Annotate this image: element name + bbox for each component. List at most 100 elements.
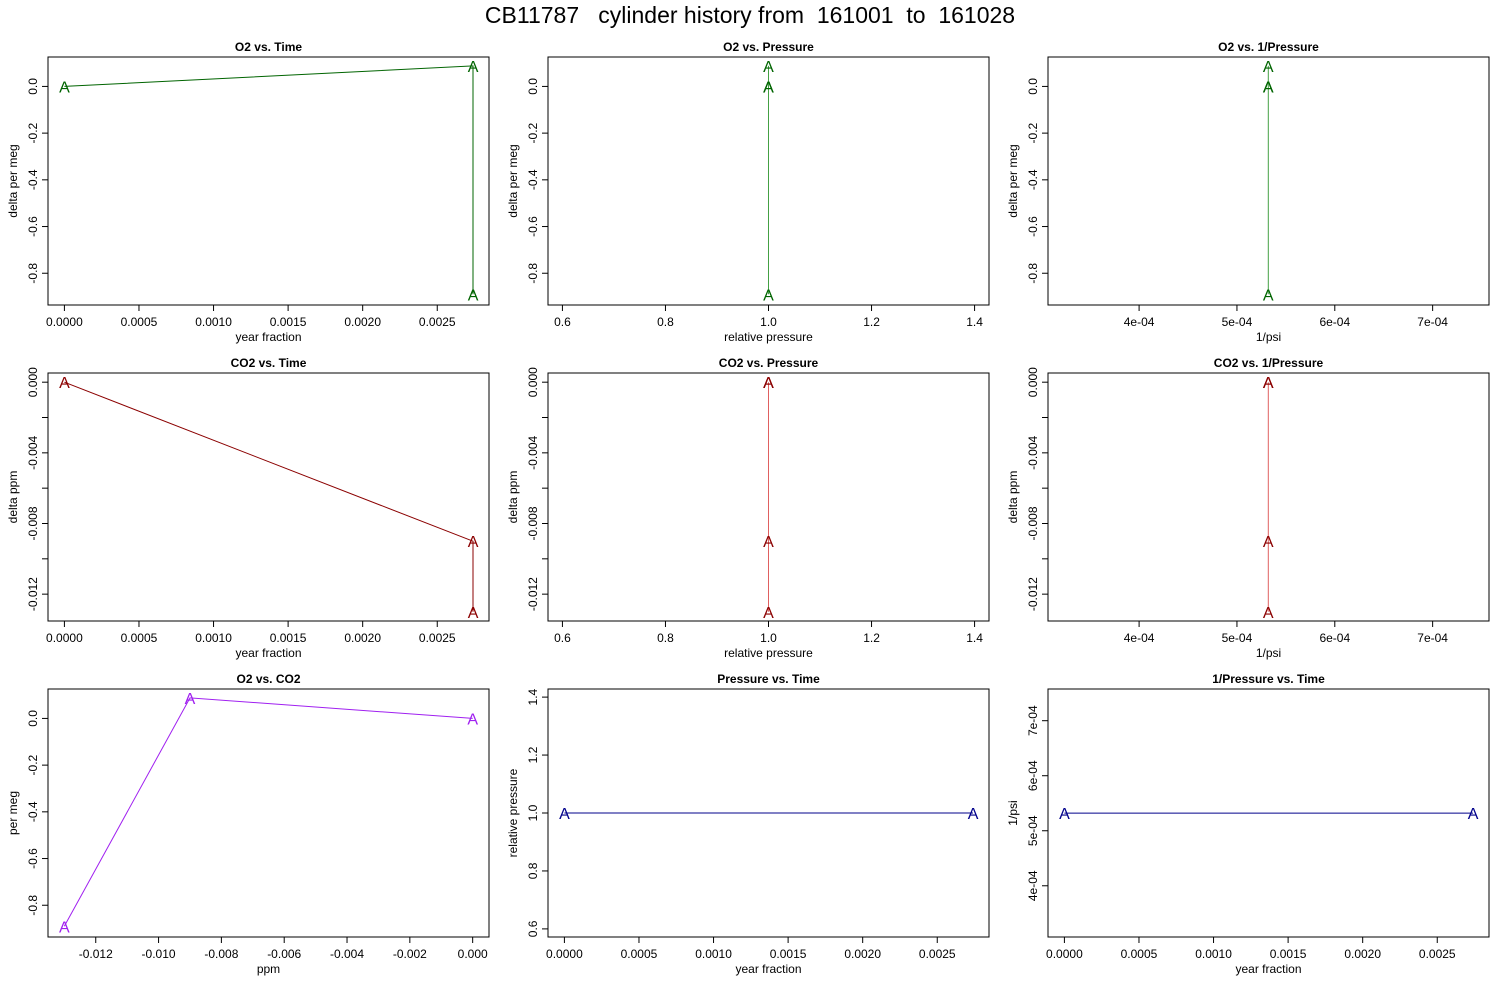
x-tick-label: 1.0	[760, 315, 777, 329]
data-point-marker: A	[763, 534, 774, 551]
y-tick-label: -0.008	[26, 506, 40, 540]
x-tick-label: 5e-04	[1222, 315, 1253, 329]
chart-title: O2 vs. Time	[235, 40, 302, 54]
x-tick-label: -0.008	[204, 947, 238, 961]
y-tick-label: -0.8	[1026, 263, 1040, 284]
chart-title: O2 vs. CO2	[236, 672, 300, 686]
data-point-marker: A	[59, 375, 70, 392]
data-point-marker: A	[968, 806, 979, 823]
series-line	[64, 381, 474, 612]
panel-5: CO2 vs. Pressure 0.6 0.8 1.0 1.2 1.4 relative …	[506, 356, 990, 660]
page-title: CB11787 cylinder history from 161001 to …	[484, 2, 1016, 28]
data-point-marker: A	[763, 79, 774, 96]
x-tick-label: 0.0025	[1419, 947, 1456, 961]
y-tick-label: -0.008	[526, 506, 540, 540]
y-tick-label: -0.8	[26, 263, 40, 284]
y-tick-label: -0.6	[1026, 216, 1040, 237]
x-tick-label: 0.0015	[770, 947, 807, 961]
data-point-marker: A	[1263, 287, 1274, 304]
x-axis-label: relative pressure	[724, 646, 813, 660]
y-tick-label: 1.2	[526, 746, 540, 763]
x-tick-label: 0.0020	[844, 947, 881, 961]
x-tick-label: 7e-04	[1417, 315, 1448, 329]
x-tick-label: -0.006	[267, 947, 301, 961]
x-tick-label: 7e-04	[1417, 631, 1448, 645]
chart-title: 1/Pressure vs. Time	[1212, 672, 1325, 686]
panel-2: O2 vs. Pressure 0.6 0.8 1.0 1.2 1.4 relative p…	[506, 40, 990, 344]
y-tick-label: 0.000	[526, 367, 540, 397]
y-tick-label: -0.6	[26, 216, 40, 237]
data-point-marker: A	[1263, 375, 1274, 392]
x-tick-label: 0.0000	[546, 947, 583, 961]
y-axis-label: delta ppm	[6, 471, 20, 524]
x-axis-label: year fraction	[735, 962, 801, 976]
x-tick-label: 0.0005	[121, 315, 158, 329]
x-axis-label: ppm	[257, 962, 280, 976]
panel-3: O2 vs. 1/Pressure 4e-04 5e-04 6e-04 7e-04 1/p…	[1006, 40, 1490, 344]
y-tick-label: -0.012	[526, 577, 540, 611]
y-tick-label: -0.4	[26, 169, 40, 190]
plot-frame	[1047, 56, 1490, 306]
y-axis-label: delta ppm	[506, 471, 520, 524]
x-tick-label: 0.0010	[195, 315, 232, 329]
panel-1: O2 vs. Time 0.0000 0.0005 0.0010 0.0015 0.002…	[6, 40, 490, 344]
chart-title: CO2 vs. Time	[231, 356, 307, 370]
x-tick-label: 4e-04	[1124, 315, 1155, 329]
data-point-marker: A	[763, 79, 774, 96]
x-tick-label: 0.0020	[1344, 947, 1381, 961]
x-tick-label: 0.0005	[621, 947, 658, 961]
x-tick-label: 0.0005	[1121, 947, 1158, 961]
y-tick-label: -0.6	[26, 848, 40, 869]
chart-title: Pressure vs. Time	[717, 672, 820, 686]
y-tick-label: 0.0	[1026, 78, 1040, 95]
data-point-marker: A	[1263, 605, 1274, 622]
y-tick-label: -0.6	[526, 216, 540, 237]
y-axis-label: delta per meg	[506, 144, 520, 217]
data-point-marker: A	[1263, 375, 1274, 392]
y-axis-label: delta per meg	[1006, 144, 1020, 217]
panel-4: CO2 vs. Time 0.0000 0.0005 0.0010 0.0015 0.00…	[6, 356, 490, 660]
y-tick-label: 5e-04	[1026, 815, 1040, 846]
y-tick-label: -0.004	[526, 436, 540, 470]
y-tick-label: 0.8	[526, 862, 540, 879]
x-tick-label: 0.0020	[344, 315, 381, 329]
x-tick-label: 6e-04	[1319, 315, 1350, 329]
y-tick-label: -0.012	[1026, 577, 1040, 611]
x-tick-label: 0.0005	[121, 631, 158, 645]
x-tick-label: 0.0010	[195, 631, 232, 645]
y-tick-label: 1.4	[526, 688, 540, 705]
data-point-marker: A	[1263, 79, 1274, 96]
x-tick-label: -0.012	[79, 947, 113, 961]
data-point-marker: A	[185, 691, 196, 708]
x-tick-label: 0.0025	[419, 631, 456, 645]
data-point-marker: A	[763, 59, 774, 76]
x-tick-label: 5e-04	[1222, 631, 1253, 645]
y-tick-label: -0.4	[26, 801, 40, 822]
x-axis-label: year fraction	[1235, 962, 1301, 976]
y-tick-label: 1.0	[526, 804, 540, 821]
panel-8: Pressure vs. Time 0.0000 0.0005 0.0010 0.001…	[506, 672, 990, 976]
data-point-marker: A	[559, 806, 570, 823]
x-tick-label: 0.0010	[695, 947, 732, 961]
data-point-marker: A	[1263, 79, 1274, 96]
x-tick-label: 1.2	[863, 631, 880, 645]
y-axis-label: delta per meg	[6, 144, 20, 217]
y-tick-label: 0.0	[26, 78, 40, 95]
x-tick-label: 4e-04	[1124, 631, 1155, 645]
x-tick-label: 0.0015	[270, 631, 307, 645]
plot-frame	[47, 372, 490, 622]
y-tick-label: 7e-04	[1026, 705, 1040, 736]
chart-title: CO2 vs. Pressure	[719, 356, 819, 370]
data-point-marker: A	[1468, 806, 1479, 823]
x-axis-label: relative pressure	[724, 330, 813, 344]
data-point-marker: A	[763, 287, 774, 304]
y-tick-label: -0.4	[1026, 169, 1040, 190]
chart-title: O2 vs. Pressure	[723, 40, 814, 54]
plot-frame	[1047, 372, 1490, 622]
y-tick-label: 0.000	[26, 367, 40, 397]
x-tick-label: 1.4	[966, 631, 983, 645]
x-tick-label: 1.0	[760, 631, 777, 645]
y-tick-label: -0.004	[1026, 436, 1040, 470]
y-axis-label: delta ppm	[1006, 471, 1020, 524]
